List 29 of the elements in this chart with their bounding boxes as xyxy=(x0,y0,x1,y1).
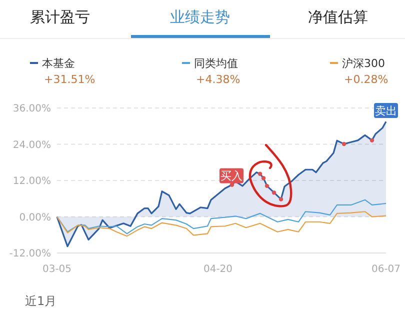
annotation: 卖出 xyxy=(375,104,397,118)
y-tick-label: 24.00% xyxy=(12,140,51,151)
legend-label: 沪深300 xyxy=(342,57,385,70)
point xyxy=(230,182,234,187)
x-tick-label: 03-05 xyxy=(42,264,72,275)
text: 累计盈亏 xyxy=(30,8,90,26)
point xyxy=(272,190,276,195)
text: +0.28% xyxy=(344,73,388,86)
text: 近1月 xyxy=(25,294,57,308)
y-tick-label: 36.00% xyxy=(12,104,51,114)
x-tick-label: 04-20 xyxy=(203,264,233,275)
point xyxy=(342,142,346,146)
annotation: 买入 xyxy=(220,170,242,183)
point xyxy=(261,176,266,180)
text: +31.51% xyxy=(44,73,96,86)
text: 业绩走势 xyxy=(170,8,230,26)
legend-label: 本基金 xyxy=(42,57,75,70)
y-tick-label: 0.00% xyxy=(19,212,51,224)
point xyxy=(264,184,270,188)
legend-label: 同类均值 xyxy=(194,57,238,70)
point xyxy=(278,197,284,202)
x-tick-label: 06-07 xyxy=(371,264,401,275)
line-series xyxy=(56,211,387,237)
point xyxy=(370,138,374,142)
point xyxy=(258,172,262,176)
text: +4.38% xyxy=(196,73,240,86)
y-tick-label: -12.00% xyxy=(9,248,51,260)
y-tick-label: 12.00% xyxy=(12,176,51,187)
text: 净值估算 xyxy=(308,8,368,26)
